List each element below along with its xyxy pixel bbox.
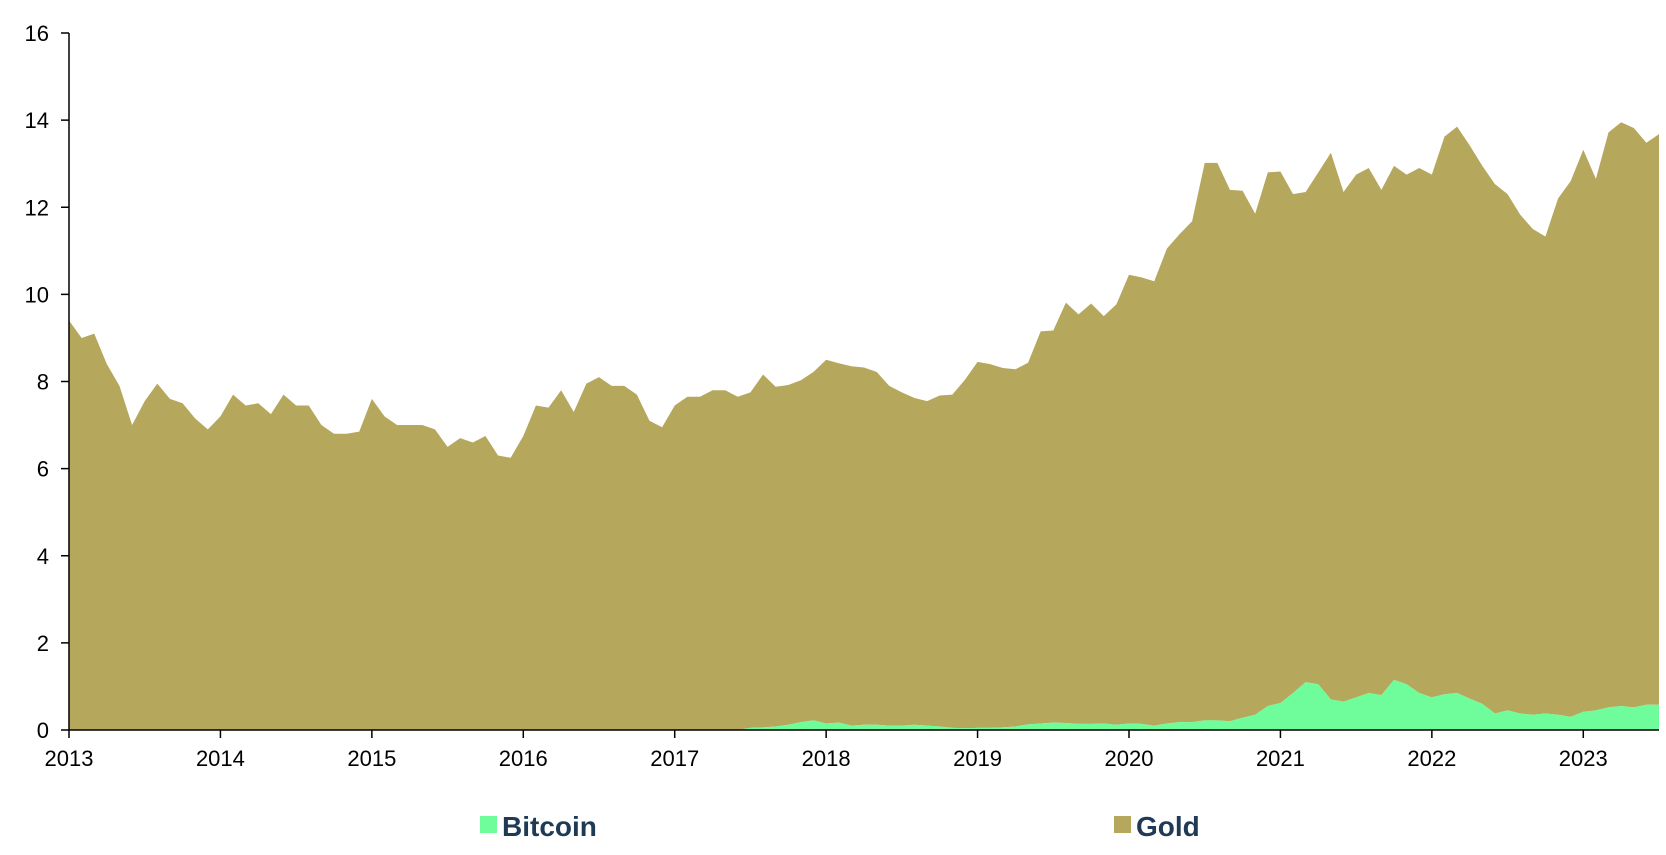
x-ticks: 2013 2014 2015 2016 2017 2018 2019 2020 2021 2022… [45, 730, 1608, 771]
x-tick-label: 2018 [802, 746, 851, 771]
x-tick-label: 2013 [45, 746, 94, 771]
y-ticks: 0 2 4 6 8 10 12 14 16 [25, 21, 69, 743]
legend-swatch-bitcoin [480, 816, 497, 833]
y-tick-label: 10 [25, 282, 49, 307]
series-area-bitcoin [69, 679, 1659, 730]
legend: Bitcoin Gold [480, 811, 1200, 842]
x-tick-label: 2015 [347, 746, 396, 771]
y-tick-label: 12 [25, 195, 49, 220]
y-tick-label: 8 [37, 370, 49, 395]
y-tick-label: 0 [37, 718, 49, 743]
x-tick-label: 2017 [650, 746, 699, 771]
x-tick-label: 2019 [953, 746, 1002, 771]
y-tick-label: 16 [25, 21, 49, 46]
series-area-gold [69, 122, 1659, 731]
x-tick-label: 2020 [1105, 746, 1154, 771]
legend-swatch-gold [1114, 816, 1131, 833]
x-tick-label: 2014 [196, 746, 245, 771]
series-layer [69, 122, 1659, 731]
y-tick-label: 2 [37, 631, 49, 656]
y-tick-label: 6 [37, 457, 49, 482]
x-tick-label: 2022 [1407, 746, 1456, 771]
y-tick-label: 14 [25, 108, 49, 133]
legend-label-gold: Gold [1136, 811, 1200, 842]
x-tick-label: 2021 [1256, 746, 1305, 771]
x-tick-label: 2023 [1559, 746, 1608, 771]
legend-label-bitcoin: Bitcoin [502, 811, 597, 842]
y-tick-label: 4 [37, 544, 49, 569]
x-tick-label: 2016 [499, 746, 548, 771]
